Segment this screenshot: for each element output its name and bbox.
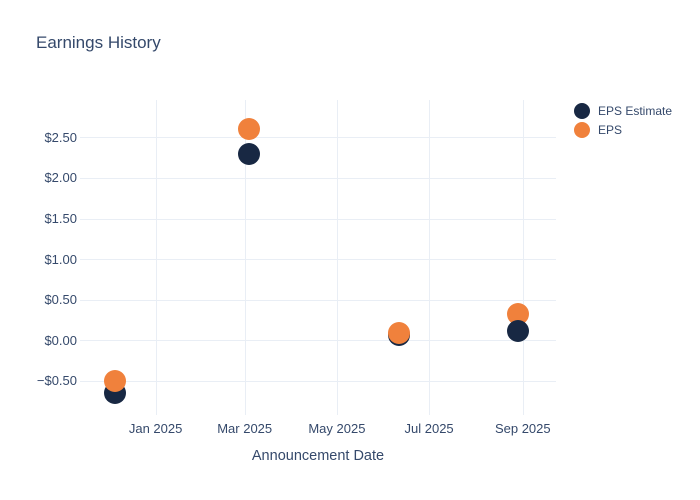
- eps-estimate-marker-icon: [574, 103, 590, 119]
- y-tick-label: $1.50: [44, 211, 77, 226]
- y-tick-label: $1.00: [44, 251, 77, 267]
- plot-area: [80, 100, 556, 415]
- x-tick-label: Sep 2025: [494, 421, 551, 436]
- gridline-vertical: [429, 100, 431, 415]
- y-tick-label: −$0.50: [36, 373, 77, 389]
- y-tick-label: $0.50: [44, 292, 77, 308]
- data-point-eps[interactable]: [507, 303, 530, 326]
- x-tick-label: Mar 2025: [217, 421, 273, 436]
- x-tick-label: Jan 2025: [128, 421, 183, 436]
- data-point-eps-estimate[interactable]: [238, 142, 261, 165]
- gridline-horizontal: [80, 299, 556, 301]
- y-tick-label: $0.00: [44, 332, 77, 348]
- legend-item-eps[interactable]: EPS: [574, 122, 672, 138]
- data-point-eps[interactable]: [387, 322, 410, 344]
- gridline-horizontal: [80, 177, 556, 179]
- legend-label-eps: EPS: [598, 123, 623, 137]
- gridline-horizontal: [80, 259, 556, 261]
- eps-marker-icon: [574, 122, 590, 138]
- legend-item-eps-estimate[interactable]: EPS Estimate: [574, 103, 672, 119]
- data-point-eps[interactable]: [103, 369, 126, 392]
- gridline-horizontal: [80, 340, 556, 342]
- x-tick-label: May 2025: [308, 421, 366, 436]
- legend: EPS Estimate EPS: [574, 103, 672, 138]
- gridline-horizontal: [80, 137, 556, 139]
- y-tick-label: $2.00: [44, 170, 77, 186]
- y-tick-label: $2.50: [44, 129, 77, 145]
- legend-label-eps-estimate: EPS Estimate: [598, 104, 673, 118]
- chart-title: Earnings History: [36, 33, 161, 52]
- data-point-eps-estimate[interactable]: [507, 319, 530, 342]
- x-tick-label: Jul 2025: [404, 421, 454, 436]
- gridline-vertical: [244, 100, 246, 415]
- data-point-eps[interactable]: [238, 118, 261, 141]
- x-axis-title: Announcement Date: [251, 448, 385, 464]
- gridline-horizontal: [80, 380, 556, 382]
- gridline-vertical: [155, 100, 157, 415]
- gridline-horizontal: [80, 218, 556, 220]
- gridline-vertical: [522, 100, 524, 415]
- gridline-vertical: [336, 100, 338, 415]
